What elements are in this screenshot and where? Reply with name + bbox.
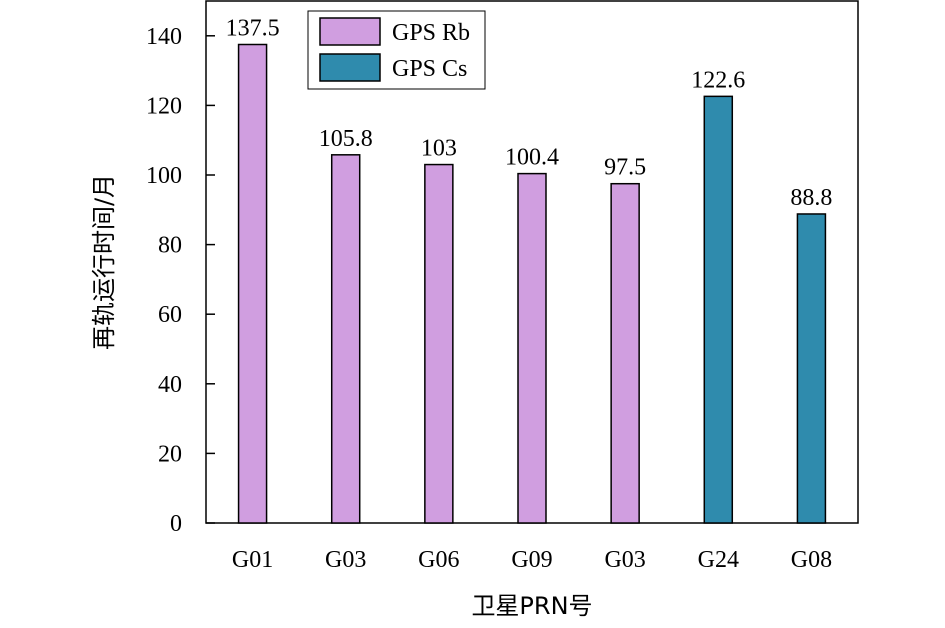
legend-label: GPS Rb bbox=[392, 20, 470, 46]
data-label: 100.4 bbox=[505, 145, 559, 171]
y-axis-title: 再轨运行时间/月 bbox=[90, 174, 118, 350]
bar-g03-1 bbox=[330, 154, 361, 524]
legend-swatch bbox=[319, 17, 381, 46]
y-tick-label: 120 bbox=[146, 93, 182, 119]
x-tick-label: G24 bbox=[698, 547, 739, 573]
x-axis-title: 卫星PRN号 bbox=[471, 592, 592, 620]
x-axis-labels: G01 G03 G06 G09 G03 G24 G08 bbox=[232, 547, 832, 573]
data-label: 88.8 bbox=[790, 185, 832, 211]
bar-g01-0 bbox=[237, 43, 268, 524]
y-tick-label: 20 bbox=[158, 441, 182, 467]
data-labels: 137.5 105.8 103 100.4 97.5 122.6 88.8 bbox=[226, 16, 833, 211]
bars-group bbox=[237, 43, 827, 524]
data-label: 137.5 bbox=[226, 16, 280, 42]
data-label: 105.8 bbox=[319, 126, 373, 152]
data-label: 97.5 bbox=[604, 155, 646, 181]
x-tick-label: G06 bbox=[418, 547, 459, 573]
y-tick-label: 80 bbox=[158, 233, 182, 259]
x-tick-label: G03 bbox=[604, 547, 645, 573]
y-tick-label: 140 bbox=[146, 24, 182, 50]
legend-swatch bbox=[319, 53, 381, 82]
y-tick-label: 60 bbox=[158, 302, 182, 328]
y-tick-label: 40 bbox=[158, 372, 182, 398]
bar-g06-2 bbox=[424, 163, 454, 524]
y-axis-ticks: 0 20 40 60 80 100 120 140 bbox=[146, 24, 215, 537]
bar-g09-3 bbox=[517, 172, 547, 524]
data-label: 103 bbox=[421, 136, 457, 162]
x-tick-label: G08 bbox=[791, 547, 832, 573]
y-tick-label: 0 bbox=[170, 511, 182, 537]
legend-label: GPS Cs bbox=[392, 56, 467, 82]
x-tick-label: G03 bbox=[325, 547, 366, 573]
y-tick-label: 100 bbox=[146, 163, 182, 189]
bar-g03-4 bbox=[610, 182, 640, 524]
x-tick-label: G01 bbox=[232, 547, 273, 573]
bar-g24-5 bbox=[703, 95, 734, 524]
x-tick-label: G09 bbox=[511, 547, 552, 573]
data-label: 122.6 bbox=[691, 67, 745, 93]
legend: GPS Rb GPS Cs bbox=[307, 10, 486, 90]
bar-g08-6 bbox=[796, 213, 827, 524]
